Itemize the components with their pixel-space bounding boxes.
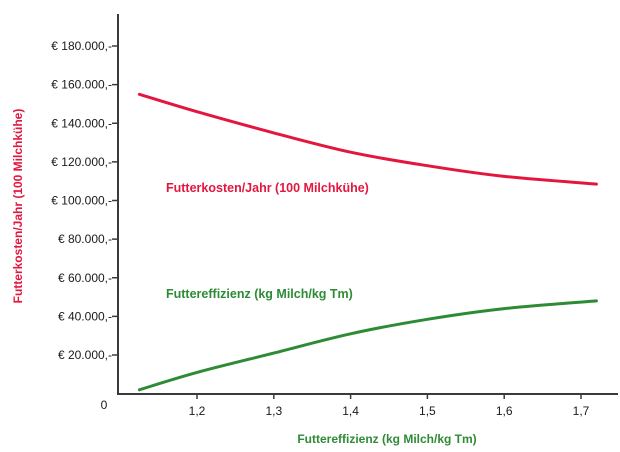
series-lines <box>137 92 598 392</box>
y-tick-label: € 100.000,- <box>51 194 112 208</box>
y-tick-label: € 140.000,- <box>51 116 112 130</box>
series-labels: Futterkosten/Jahr (100 Milchkühe) Futtere… <box>166 181 369 301</box>
x-tick-label: 1,2 <box>189 404 206 418</box>
x-tick-label: 1,4 <box>342 404 359 418</box>
y-tick-label: € 80.000,- <box>58 232 112 246</box>
y-tick-label: € 160.000,- <box>51 78 112 92</box>
futtereffizienz-series-label: Futtereffizienz (kg Milch/kg Tm) <box>166 287 353 301</box>
y-ticks: € 20.000,- € 40.000,- € 60.000,- € 80.000,-… <box>51 39 118 362</box>
futterkosten-line <box>137 92 598 186</box>
futterkosten-series-label: Futterkosten/Jahr (100 Milchkühe) <box>166 181 369 195</box>
origin-label: 0 <box>101 398 108 412</box>
axes: 0 <box>101 14 618 412</box>
x-tick-label: 1,3 <box>265 404 282 418</box>
x-axis-label: Futtereffizienz (kg Milch/kg Tm) <box>297 432 476 446</box>
x-tick-label: 1,5 <box>419 404 436 418</box>
y-tick-label: € 40.000,- <box>58 309 112 323</box>
futtereffizienz-line <box>137 299 598 392</box>
x-ticks: 1,2 1,3 1,4 1,5 1,6 1,7 <box>189 394 590 418</box>
y-tick-label: € 60.000,- <box>58 271 112 285</box>
x-tick-label: 1,6 <box>496 404 513 418</box>
y-tick-label: € 20.000,- <box>58 348 112 362</box>
y-tick-label: € 120.000,- <box>51 155 112 169</box>
x-tick-label: 1,7 <box>573 404 590 418</box>
y-tick-label: € 180.000,- <box>51 39 112 53</box>
y-axis-label: Futterkosten/Jahr (100 Milchkühe) <box>11 109 25 304</box>
